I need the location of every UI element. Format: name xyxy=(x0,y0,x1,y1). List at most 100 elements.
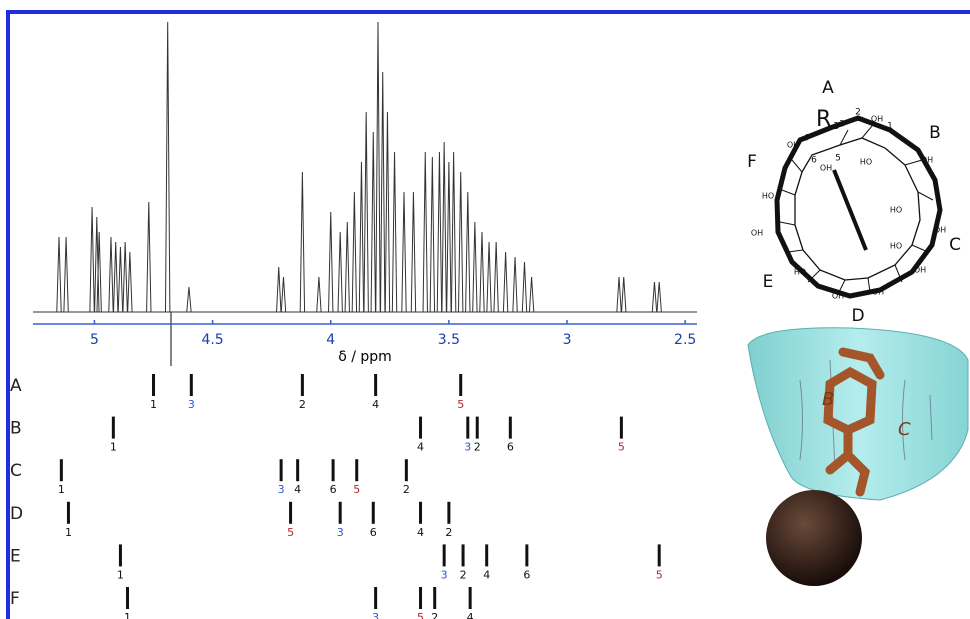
assignment-stick xyxy=(289,501,293,524)
peak xyxy=(410,191,417,313)
row-label: D xyxy=(10,504,23,524)
assignment-label: 5 xyxy=(417,611,424,619)
frame-left xyxy=(6,10,10,619)
hydroxyl-label: HO xyxy=(860,158,872,167)
peak xyxy=(328,211,334,313)
atom-number: 6 xyxy=(811,156,817,166)
hydroxyl-label: OH xyxy=(872,288,884,297)
peak xyxy=(512,256,518,313)
row-label: F xyxy=(10,589,20,609)
assignment-label: 4 xyxy=(417,526,424,539)
assignment-stick xyxy=(419,587,423,609)
peak xyxy=(276,266,282,313)
x-tick-label: 4.5 xyxy=(201,332,223,348)
hydroxyl-label: OH xyxy=(751,229,763,238)
row-label: A xyxy=(10,376,22,396)
hydroxyl-label: OH xyxy=(921,156,933,165)
hydroxyl-label: HO xyxy=(890,242,902,251)
assignment-label: 4 xyxy=(372,398,379,411)
peak xyxy=(384,111,391,313)
x-tick-label: 3 xyxy=(563,332,572,348)
assignment-label: 2 xyxy=(431,611,438,619)
atom-number: 1 xyxy=(887,122,893,132)
peak xyxy=(441,141,447,313)
assignment-stick xyxy=(338,501,342,524)
peak xyxy=(146,201,152,313)
assignment-label: 2 xyxy=(299,398,306,411)
peak xyxy=(316,276,322,313)
hydroxyl-label: HO xyxy=(762,192,774,201)
ring-bonds xyxy=(779,125,934,295)
assignment-stick xyxy=(296,459,300,482)
peak xyxy=(401,191,407,313)
ring-outer xyxy=(774,115,943,299)
peak xyxy=(502,251,509,313)
assignment-label: 5 xyxy=(656,568,663,581)
frame-top xyxy=(8,10,970,14)
peak xyxy=(89,206,95,313)
peak xyxy=(486,241,492,313)
assignment-stick xyxy=(657,544,661,567)
r-label: R xyxy=(816,107,831,132)
assignment-stick xyxy=(374,374,378,396)
assignment-label: 2 xyxy=(460,568,467,581)
peak xyxy=(358,161,365,313)
assignment-stick xyxy=(355,459,359,482)
inclusion-model: B C xyxy=(747,327,969,586)
assignments: A1 3 2 4 5B1 4 3 2 6 5C1 3 4 6 5 2D1 5 3 6 4 2E1 3 2 4 6 5F1 3 5 2 4 xyxy=(10,374,663,619)
cavity-line xyxy=(832,169,868,251)
assignment-label: 5 xyxy=(353,483,360,496)
peak xyxy=(56,236,62,313)
assignment-label: 1 xyxy=(110,441,117,454)
r-subscript: 3 xyxy=(833,121,839,132)
assignment-label: 1 xyxy=(124,611,131,619)
assignment-stick xyxy=(152,374,156,396)
atom-number: 4 xyxy=(803,134,809,144)
hydroxyl-label: OH xyxy=(832,292,844,301)
assignment-label: 4 xyxy=(467,611,474,619)
peak xyxy=(337,231,343,313)
peak xyxy=(299,171,306,313)
assignment-label: 1 xyxy=(58,483,65,496)
assignment-stick xyxy=(419,501,423,524)
x-axis-label: δ / ppm xyxy=(338,349,392,365)
hydroxyl-label: OH xyxy=(820,164,832,173)
row-label: C xyxy=(10,461,22,481)
unit-label: E xyxy=(763,272,774,292)
assignment-label: 4 xyxy=(417,441,424,454)
assignment-label: 3 xyxy=(441,568,448,581)
peak xyxy=(446,161,452,313)
hydroxyl-label: OH xyxy=(787,141,799,150)
assignment-stick xyxy=(111,416,115,439)
x-tick-label: 4 xyxy=(326,332,335,348)
peak xyxy=(422,151,428,313)
x-tick-label: 5 xyxy=(90,332,99,348)
assignment-stick xyxy=(508,416,512,439)
peak xyxy=(127,251,133,313)
assignment-stick xyxy=(485,544,489,567)
assignment-stick xyxy=(66,501,70,524)
assignment-label: 6 xyxy=(523,568,530,581)
guest-molecule xyxy=(823,347,885,497)
assignment-stick xyxy=(404,459,408,482)
assignment-label: 1 xyxy=(65,526,72,539)
atom-number: 3 xyxy=(839,120,845,130)
assignment-stick xyxy=(442,544,446,567)
peak xyxy=(528,276,535,313)
row-label: E xyxy=(10,546,21,566)
assignment-label: 5 xyxy=(618,441,625,454)
peak xyxy=(344,221,350,313)
assignment-stick xyxy=(59,459,63,482)
assignment-stick xyxy=(619,416,623,439)
spectrum xyxy=(33,21,697,313)
assignment-label: 6 xyxy=(370,526,377,539)
assignment-stick xyxy=(475,416,479,439)
hydroxyl-label: OH xyxy=(871,115,883,124)
assignment-label: 3 xyxy=(278,483,285,496)
assignment-stick xyxy=(433,587,437,609)
assignment-label: 1 xyxy=(117,568,124,581)
assignment-stick xyxy=(468,587,472,609)
model-label: B xyxy=(822,389,834,410)
assignment-label: 2 xyxy=(474,441,481,454)
atom-number: 2 xyxy=(855,108,861,118)
